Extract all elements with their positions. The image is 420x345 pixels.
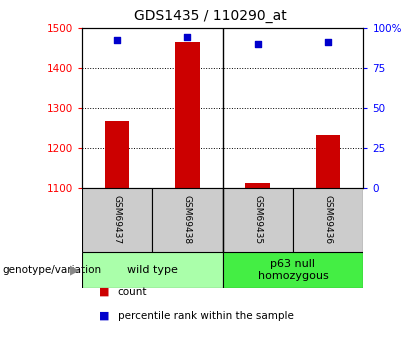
Bar — [105, 121, 129, 188]
Bar — [245, 183, 270, 188]
Point — [255, 41, 261, 47]
Text: ■: ■ — [99, 287, 109, 296]
Bar — [223, 252, 363, 288]
Text: GSM69437: GSM69437 — [113, 195, 121, 245]
Text: percentile rank within the sample: percentile rank within the sample — [118, 311, 294, 321]
Bar — [316, 135, 341, 188]
Text: p63 null
homozygous: p63 null homozygous — [257, 259, 328, 281]
Bar — [293, 188, 363, 252]
Text: genotype/variation: genotype/variation — [2, 265, 101, 275]
Bar — [152, 188, 223, 252]
Bar — [82, 188, 152, 252]
Point — [184, 34, 191, 40]
Text: ■: ■ — [99, 311, 109, 321]
Text: count: count — [118, 287, 147, 296]
Bar — [82, 252, 223, 288]
Text: wild type: wild type — [127, 265, 178, 275]
Bar — [223, 188, 293, 252]
Point — [325, 39, 331, 45]
Bar — [175, 42, 200, 188]
Text: GSM69435: GSM69435 — [253, 195, 262, 245]
Text: GDS1435 / 110290_at: GDS1435 / 110290_at — [134, 9, 286, 23]
Text: GSM69438: GSM69438 — [183, 195, 192, 245]
Text: GSM69436: GSM69436 — [324, 195, 333, 245]
Text: ▶: ▶ — [70, 264, 80, 276]
Point — [114, 38, 121, 43]
